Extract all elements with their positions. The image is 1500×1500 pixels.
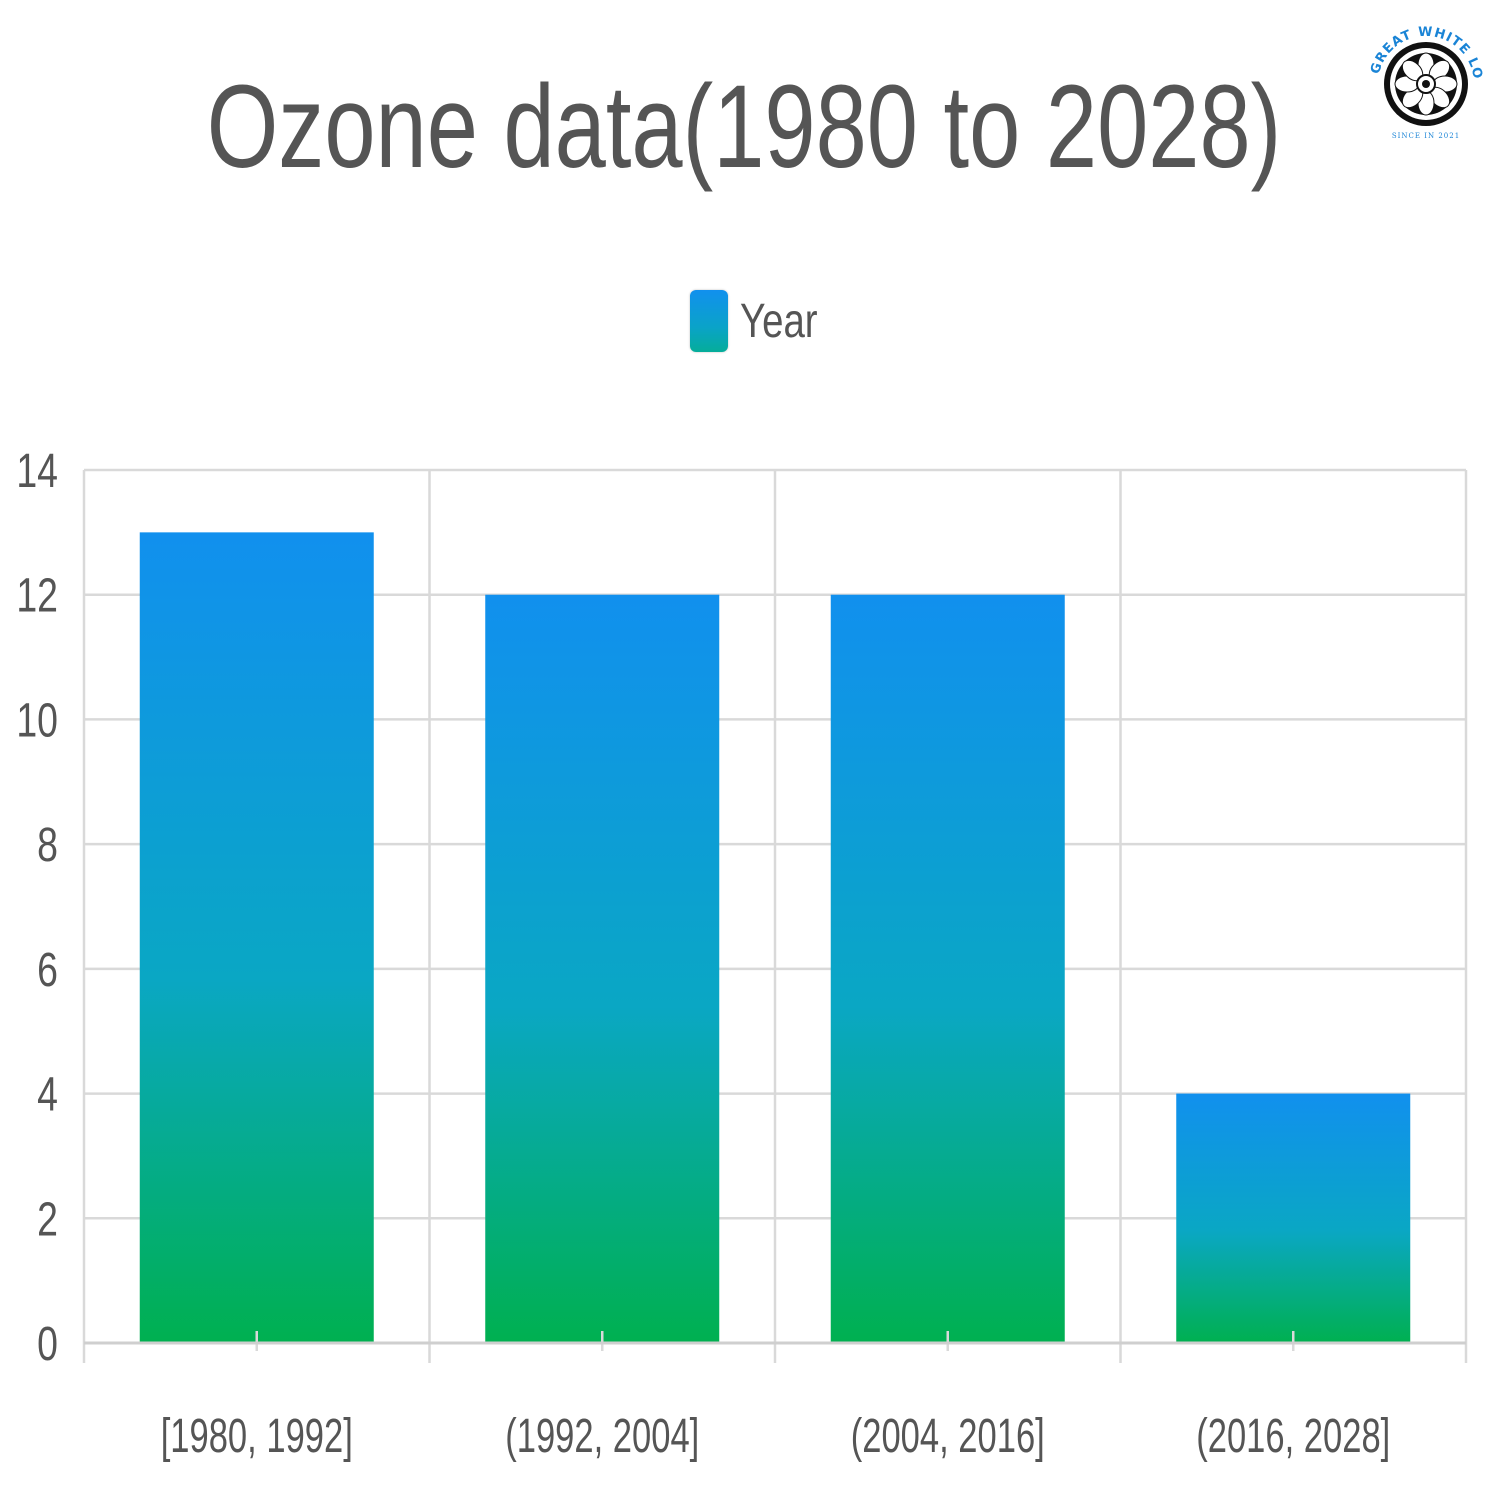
x-tick-label: (2016, 2028] <box>1196 1408 1390 1462</box>
x-tick-label: (1992, 2004] <box>505 1408 699 1462</box>
y-tick-label: 4 <box>37 1068 58 1122</box>
logo-tagline: SINCE IN 2021 <box>1392 132 1460 140</box>
y-tick-label: 2 <box>37 1193 58 1247</box>
legend[interactable]: Year <box>690 288 837 354</box>
legend-swatch <box>690 290 728 352</box>
bar[interactable] <box>139 532 374 1343</box>
bars <box>139 532 1411 1343</box>
y-tick-label: 0 <box>37 1318 58 1372</box>
axes: 0 2 4 6 8 10 12 14 [1980, 1992] (1992, 2004] (2004… <box>16 445 1466 1462</box>
bar[interactable] <box>485 594 720 1343</box>
bar[interactable] <box>830 594 1065 1343</box>
y-tick-label: 14 <box>16 445 58 499</box>
chart-title: Ozone data(1980 to 2028) <box>206 61 1282 193</box>
bar[interactable] <box>1176 1093 1411 1343</box>
lotus-logo: THE GREAT WHITE LOTUS SINCE IN 2021 <box>1364 22 1486 144</box>
x-tick-label: (2004, 2016] <box>851 1408 1045 1462</box>
x-tick-label: [1980, 1992] <box>161 1408 353 1462</box>
y-tick-label: 6 <box>37 943 58 997</box>
legend-label: Year <box>740 294 818 348</box>
y-tick-label: 12 <box>16 569 58 623</box>
y-tick-label: 8 <box>37 819 58 873</box>
y-tick-label: 10 <box>16 694 58 748</box>
